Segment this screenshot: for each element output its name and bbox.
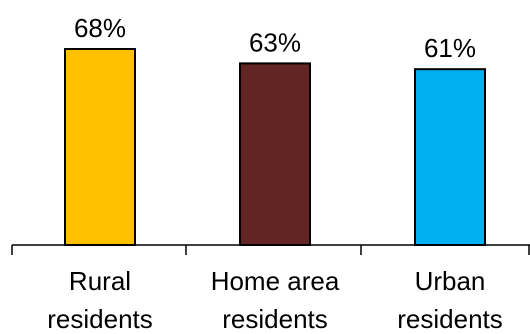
bars-group (64, 48, 486, 247)
category-label-1-line-1: Rural (69, 266, 131, 296)
category-label-2-line-1: Home area (211, 266, 340, 296)
category-label-3-line-2: residents (397, 304, 503, 334)
bar-2 (239, 62, 311, 247)
value-label-1: 68% (74, 13, 126, 43)
category-labels-group: Rural residents Home area residents Urban res… (47, 266, 503, 334)
bar-1 (64, 48, 136, 246)
value-labels-group: 68% 63% 61% (74, 13, 476, 63)
category-label-2-line-2: residents (222, 304, 328, 334)
value-label-2: 63% (249, 27, 301, 57)
value-label-3: 61% (424, 33, 476, 63)
category-label-1-line-2: residents (47, 304, 153, 334)
category-label-3-line-1: Urban (415, 266, 486, 296)
bar-3 (414, 68, 486, 246)
